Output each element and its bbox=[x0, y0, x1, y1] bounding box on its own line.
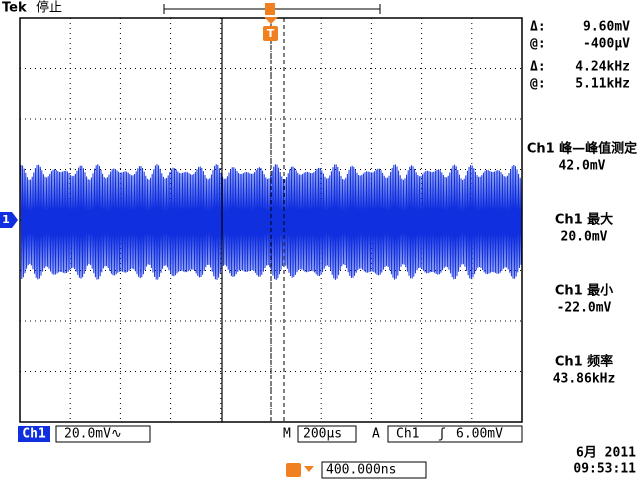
trigger-slope: ʃ bbox=[438, 427, 446, 442]
trigger-pos-icon bbox=[286, 463, 301, 477]
position-box bbox=[321, 461, 427, 479]
measurement-label: Ch1 频率 bbox=[555, 354, 613, 370]
cursor-value: 5.11kHz bbox=[575, 77, 630, 92]
cursor-label: @: bbox=[530, 37, 546, 52]
time: 09:53:11 bbox=[573, 462, 636, 477]
trigger-level: 6.00mV bbox=[456, 427, 503, 442]
measurement-label: Ch1 峰—峰值测定 bbox=[527, 141, 637, 157]
cursor-value: -400μV bbox=[583, 37, 630, 52]
time-box bbox=[297, 425, 357, 443]
cursor-label: Δ: bbox=[530, 20, 546, 35]
cursor-label: Δ: bbox=[530, 60, 546, 75]
measurement-value: 43.86kHz bbox=[553, 372, 616, 387]
channel-marker-label: 1 bbox=[2, 213, 10, 226]
date: 6月 2011 bbox=[576, 446, 636, 461]
channel-name: Ch1 bbox=[22, 427, 46, 442]
record-window bbox=[265, 3, 275, 15]
brand: Tek bbox=[2, 1, 27, 16]
trigger-pos-arrow bbox=[304, 466, 314, 472]
cursor-value: 9.60mV bbox=[583, 20, 630, 35]
trigger-marker bbox=[263, 26, 278, 41]
cursor-value: 4.24kHz bbox=[575, 60, 630, 75]
measurement-value: 42.0mV bbox=[559, 159, 606, 174]
vertical-scale: 20.0mV∿ bbox=[64, 427, 122, 442]
measurement-label: Ch1 最小 bbox=[555, 284, 613, 299]
run-status: 停止 bbox=[36, 0, 62, 16]
time-scale: 200μs bbox=[303, 427, 342, 442]
trigger-position: 400.000ns bbox=[326, 463, 396, 478]
cursor-label: @: bbox=[530, 77, 546, 92]
trigger-box bbox=[387, 425, 523, 443]
measurement-value: -22.0mV bbox=[557, 301, 612, 316]
trigger-source: Ch1 bbox=[396, 427, 419, 442]
channel-marker bbox=[0, 212, 18, 228]
channel-badge bbox=[18, 426, 50, 442]
trigger-mode: A bbox=[372, 427, 380, 442]
measurement-value: 20.0mV bbox=[561, 230, 608, 245]
trigger-marker-label: T bbox=[267, 27, 275, 40]
measurement-label: Ch1 最大 bbox=[555, 212, 613, 228]
time-label: M bbox=[283, 427, 291, 442]
trigger-arrow bbox=[264, 17, 278, 24]
scale-box bbox=[55, 425, 151, 443]
